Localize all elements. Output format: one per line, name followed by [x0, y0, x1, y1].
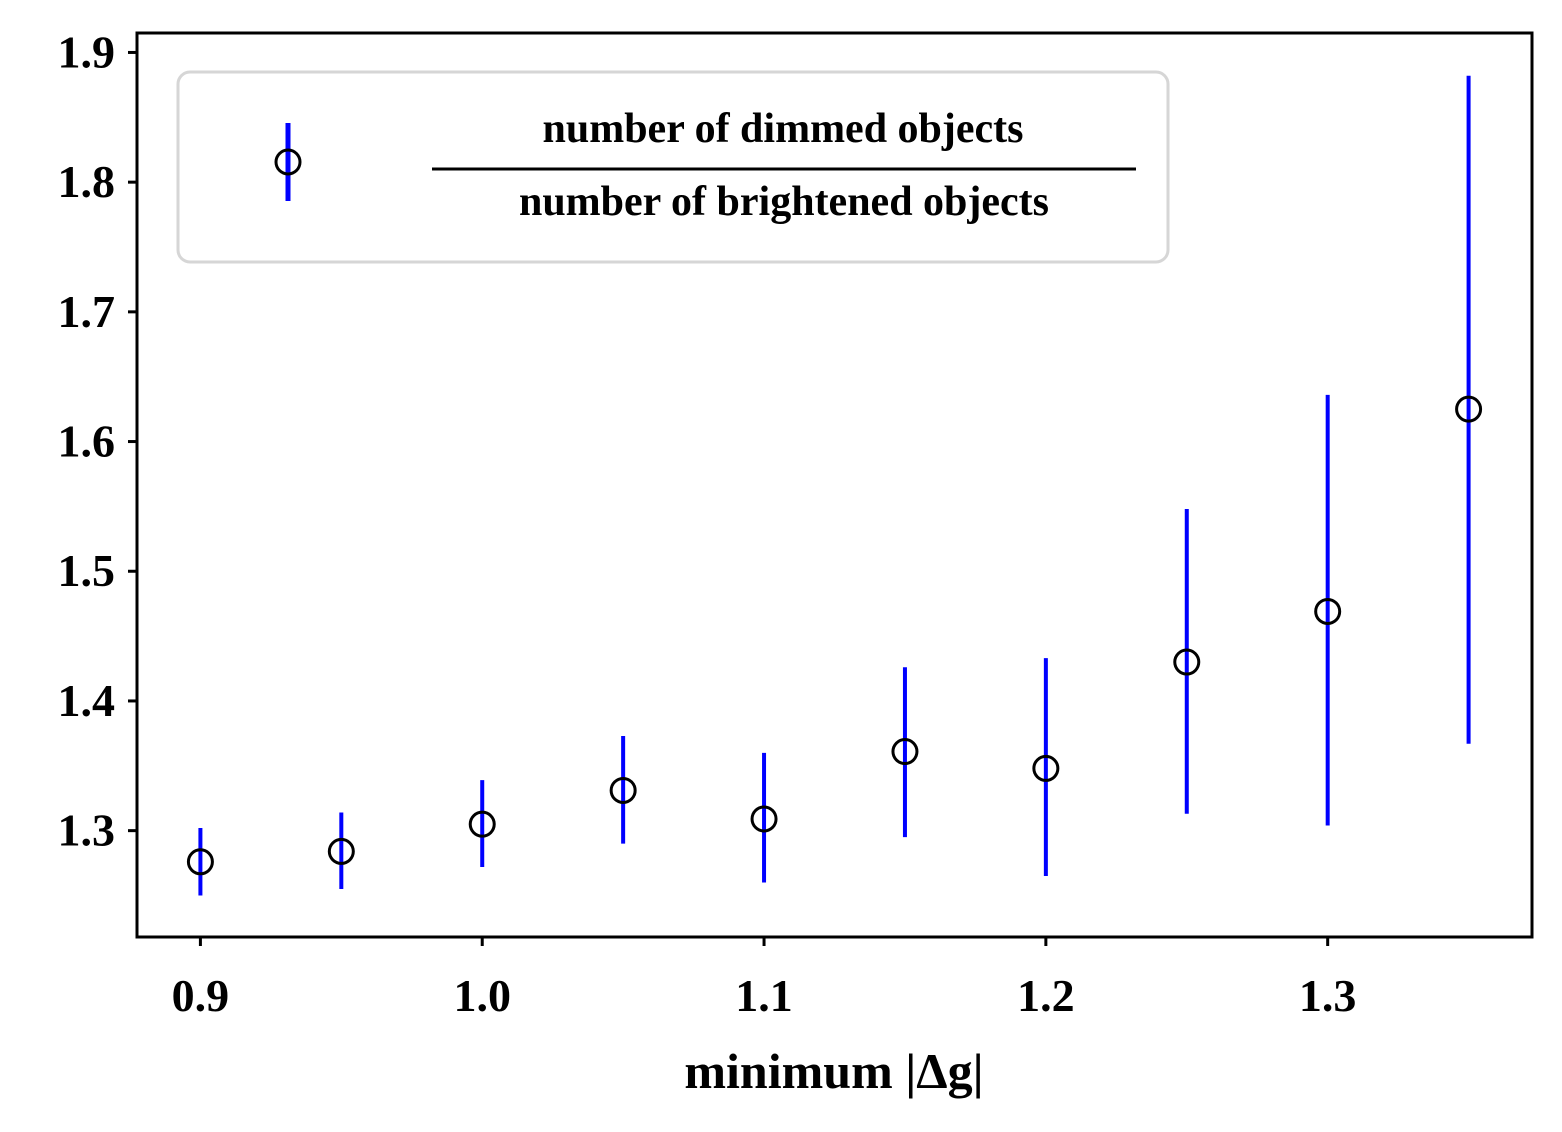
data-point — [750, 805, 778, 833]
y-tick-label: 1.6 — [58, 416, 116, 467]
y-tick-label: 1.5 — [58, 545, 116, 596]
y-tick-label: 1.7 — [58, 286, 116, 337]
legend-frame — [176, 70, 1170, 264]
x-tick-label: 1.1 — [735, 970, 793, 1021]
y-tick-label: 1.8 — [58, 156, 116, 207]
x-tick-label: 1.2 — [1017, 970, 1075, 1021]
y-axis: 1.3 1.4 1.5 1.6 1.7 1.8 1.9 — [58, 26, 137, 856]
plot-frame — [135, 31, 1534, 939]
data-point — [609, 776, 637, 804]
x-axis-label: minimum |Δg| — [684, 1043, 983, 1099]
data-point — [186, 848, 214, 876]
legend-marker — [274, 148, 302, 176]
legend-numerator: number of dimmed objects — [542, 106, 1023, 152]
legend-denominator: number of brightened objects — [519, 179, 1049, 225]
y-tick-label: 1.9 — [58, 26, 116, 77]
data-point — [1173, 648, 1201, 676]
data-point — [468, 810, 496, 838]
x-tick-label: 1.0 — [453, 970, 511, 1021]
x-tick-label: 0.9 — [172, 970, 230, 1021]
data-point — [1314, 597, 1342, 625]
legend: number of dimmed objects number of brigh… — [176, 70, 1170, 264]
y-tick-label: 1.4 — [58, 675, 116, 726]
data-point — [1455, 395, 1483, 423]
x-tick-label: 1.3 — [1299, 970, 1357, 1021]
data-point — [1032, 754, 1060, 782]
y-tick-label: 1.3 — [58, 805, 116, 856]
x-axis: 0.9 1.0 1.1 1.2 1.3 — [172, 937, 1357, 1021]
plot-area — [186, 75, 1483, 896]
data-point — [891, 738, 919, 766]
data-point — [327, 837, 355, 865]
